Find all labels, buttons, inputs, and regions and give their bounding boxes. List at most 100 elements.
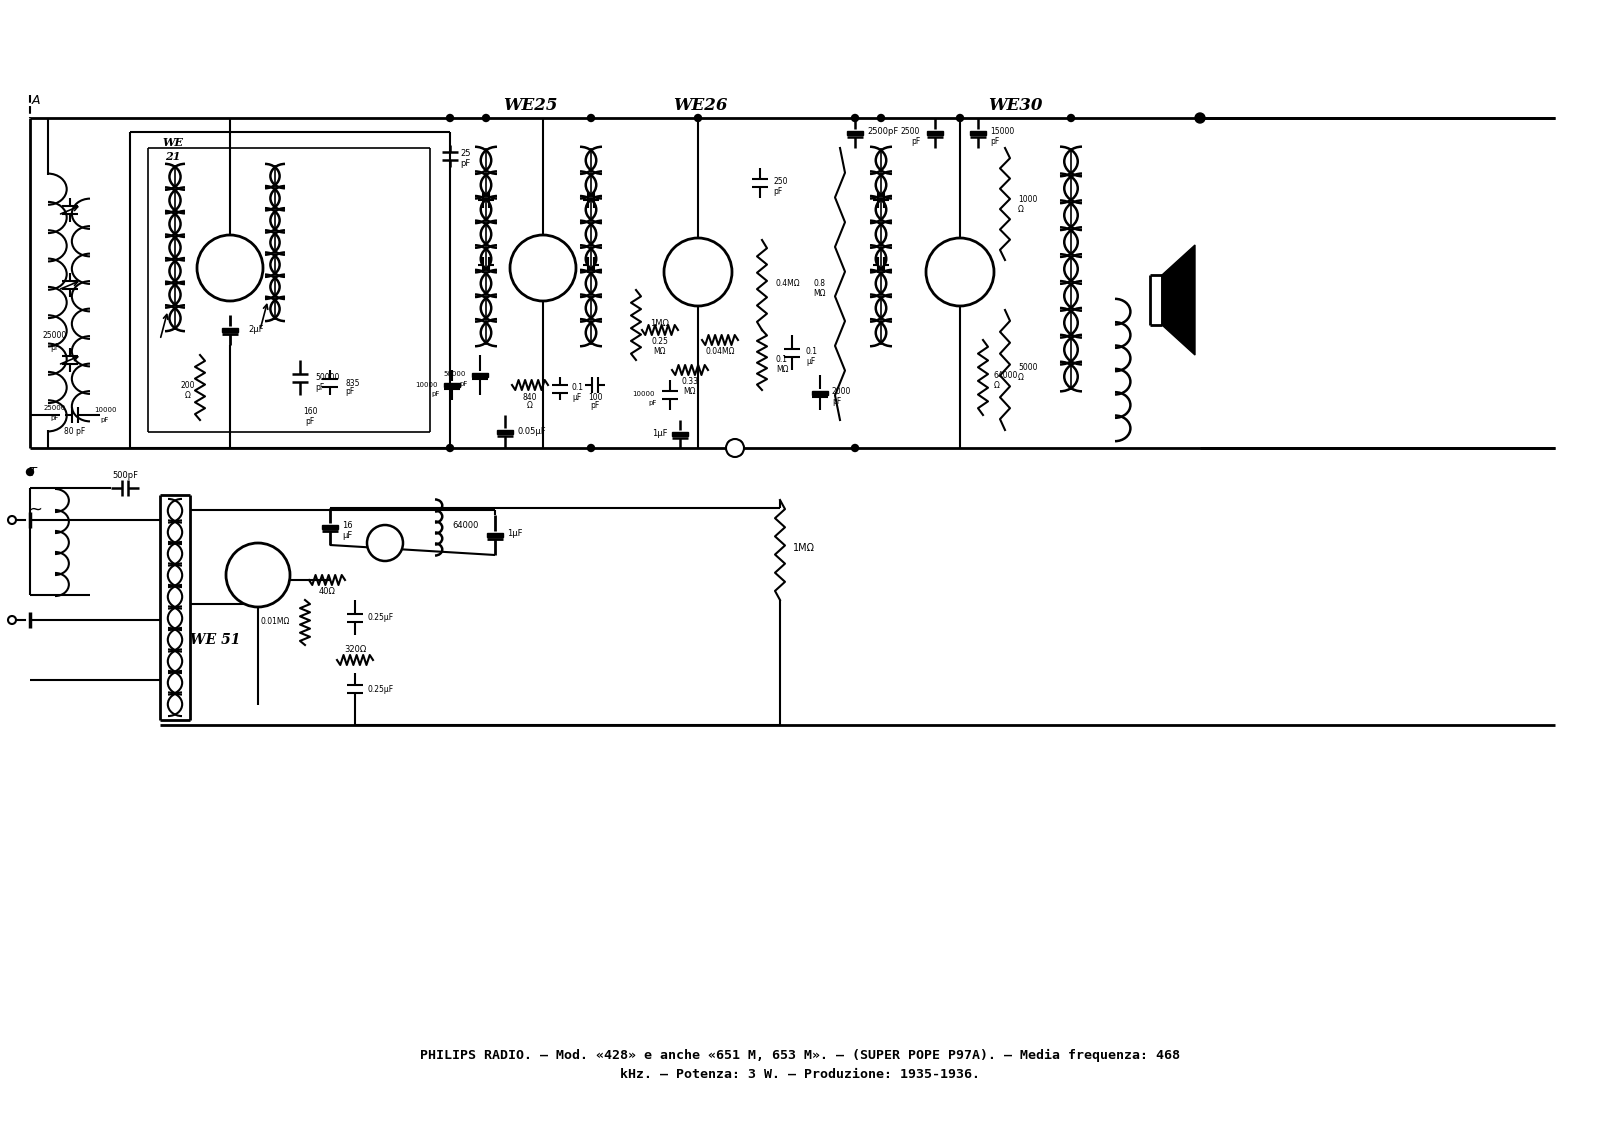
Circle shape bbox=[1195, 113, 1205, 123]
Text: 5000: 5000 bbox=[1018, 363, 1037, 372]
Text: Ω: Ω bbox=[994, 381, 1000, 390]
Bar bbox=[445, 383, 461, 387]
Text: 0.01MΩ: 0.01MΩ bbox=[261, 618, 290, 627]
Text: pF: pF bbox=[306, 416, 315, 425]
Bar bbox=[222, 328, 238, 333]
Text: μF: μF bbox=[342, 530, 352, 539]
Text: 0.25μF: 0.25μF bbox=[366, 613, 394, 622]
Circle shape bbox=[27, 468, 34, 475]
Text: WE25: WE25 bbox=[502, 96, 557, 113]
Text: 100: 100 bbox=[587, 392, 602, 402]
Text: 10000: 10000 bbox=[94, 407, 117, 413]
Text: pF: pF bbox=[315, 382, 325, 391]
Text: 50000: 50000 bbox=[315, 372, 339, 381]
Bar bbox=[926, 131, 942, 135]
Text: MΩ: MΩ bbox=[683, 387, 696, 396]
Circle shape bbox=[510, 235, 576, 301]
Bar bbox=[846, 131, 862, 135]
Bar bbox=[813, 390, 829, 395]
Text: pF: pF bbox=[51, 415, 59, 421]
Circle shape bbox=[694, 114, 701, 121]
Text: pF: pF bbox=[346, 388, 354, 397]
Text: 64000: 64000 bbox=[994, 371, 1018, 380]
Text: WE26: WE26 bbox=[672, 96, 728, 113]
Text: 1MΩ: 1MΩ bbox=[650, 319, 669, 328]
Circle shape bbox=[664, 238, 733, 307]
Text: pF: pF bbox=[590, 402, 600, 411]
Text: 2500: 2500 bbox=[901, 128, 920, 137]
Text: 0.8: 0.8 bbox=[814, 278, 826, 287]
Text: pF: pF bbox=[101, 417, 109, 423]
Text: 2000: 2000 bbox=[832, 388, 851, 397]
Circle shape bbox=[587, 114, 595, 121]
Text: 840: 840 bbox=[523, 392, 538, 402]
Text: MΩ: MΩ bbox=[654, 347, 666, 356]
Text: 2μF: 2μF bbox=[248, 326, 264, 335]
Text: Ω: Ω bbox=[526, 402, 533, 411]
Text: pF: pF bbox=[910, 137, 920, 146]
Circle shape bbox=[726, 439, 744, 457]
Text: WE 51: WE 51 bbox=[190, 633, 240, 647]
Text: pF: pF bbox=[459, 381, 467, 387]
Text: 1μF: 1μF bbox=[507, 528, 523, 537]
Circle shape bbox=[446, 444, 453, 451]
Circle shape bbox=[877, 114, 885, 121]
Text: Ω: Ω bbox=[1018, 373, 1024, 382]
Text: pF: pF bbox=[50, 344, 59, 353]
Text: 80 pF: 80 pF bbox=[64, 428, 86, 437]
Text: 835: 835 bbox=[346, 379, 360, 388]
Bar bbox=[472, 373, 488, 377]
Text: kHz. – Potenza: 3 W. – Produzione: 1935-1936.: kHz. – Potenza: 3 W. – Produzione: 1935-… bbox=[621, 1069, 979, 1081]
Circle shape bbox=[8, 516, 16, 524]
Text: Ω: Ω bbox=[186, 391, 190, 400]
Circle shape bbox=[851, 114, 859, 121]
Text: 0.33: 0.33 bbox=[682, 378, 699, 387]
Text: 2500pF: 2500pF bbox=[867, 128, 898, 137]
Text: μF: μF bbox=[573, 392, 581, 402]
Text: PHILIPS RADIO. — Mod. «428» e anche «651 M, 653 M». – (SUPER POPE P97A). – Media: PHILIPS RADIO. — Mod. «428» e anche «651… bbox=[419, 1048, 1181, 1062]
Circle shape bbox=[366, 525, 403, 561]
Text: 0.05μF: 0.05μF bbox=[518, 428, 547, 437]
Text: 50000: 50000 bbox=[443, 371, 466, 377]
Text: 10000: 10000 bbox=[632, 391, 654, 397]
Circle shape bbox=[197, 235, 262, 301]
Text: 25: 25 bbox=[461, 149, 470, 158]
Text: 10000: 10000 bbox=[416, 382, 438, 388]
Text: 16: 16 bbox=[342, 520, 352, 529]
Text: 0.1: 0.1 bbox=[806, 347, 818, 356]
Text: 320Ω: 320Ω bbox=[344, 646, 366, 655]
Circle shape bbox=[851, 444, 859, 451]
Text: pF: pF bbox=[773, 188, 782, 197]
Circle shape bbox=[587, 444, 595, 451]
Text: 25000: 25000 bbox=[43, 405, 66, 411]
Text: 0.4MΩ: 0.4MΩ bbox=[776, 278, 800, 287]
Text: MΩ: MΩ bbox=[813, 288, 826, 297]
Bar bbox=[486, 533, 502, 537]
Text: WE: WE bbox=[163, 137, 184, 148]
Text: 0.25: 0.25 bbox=[651, 337, 669, 346]
Text: pF: pF bbox=[432, 391, 440, 397]
Text: 15000: 15000 bbox=[990, 128, 1014, 137]
Circle shape bbox=[957, 114, 963, 121]
Text: 21: 21 bbox=[165, 152, 181, 162]
Text: μF: μF bbox=[806, 356, 816, 365]
Text: 40Ω: 40Ω bbox=[318, 587, 336, 596]
Text: 0.1: 0.1 bbox=[776, 355, 787, 364]
Bar bbox=[672, 432, 688, 435]
Circle shape bbox=[483, 114, 490, 121]
Text: T: T bbox=[29, 466, 35, 478]
Text: pF: pF bbox=[990, 137, 1000, 146]
Text: ~: ~ bbox=[29, 501, 42, 519]
Text: pF: pF bbox=[461, 158, 470, 167]
Circle shape bbox=[226, 543, 290, 607]
Text: 200: 200 bbox=[181, 380, 195, 389]
Text: 160: 160 bbox=[302, 407, 317, 416]
Circle shape bbox=[1067, 114, 1075, 121]
Bar bbox=[970, 131, 986, 135]
Polygon shape bbox=[1162, 245, 1195, 355]
Circle shape bbox=[446, 114, 453, 121]
Text: 64000: 64000 bbox=[453, 520, 478, 529]
Text: A: A bbox=[32, 94, 40, 107]
Text: 500pF: 500pF bbox=[112, 470, 138, 480]
Text: pF: pF bbox=[832, 397, 842, 406]
